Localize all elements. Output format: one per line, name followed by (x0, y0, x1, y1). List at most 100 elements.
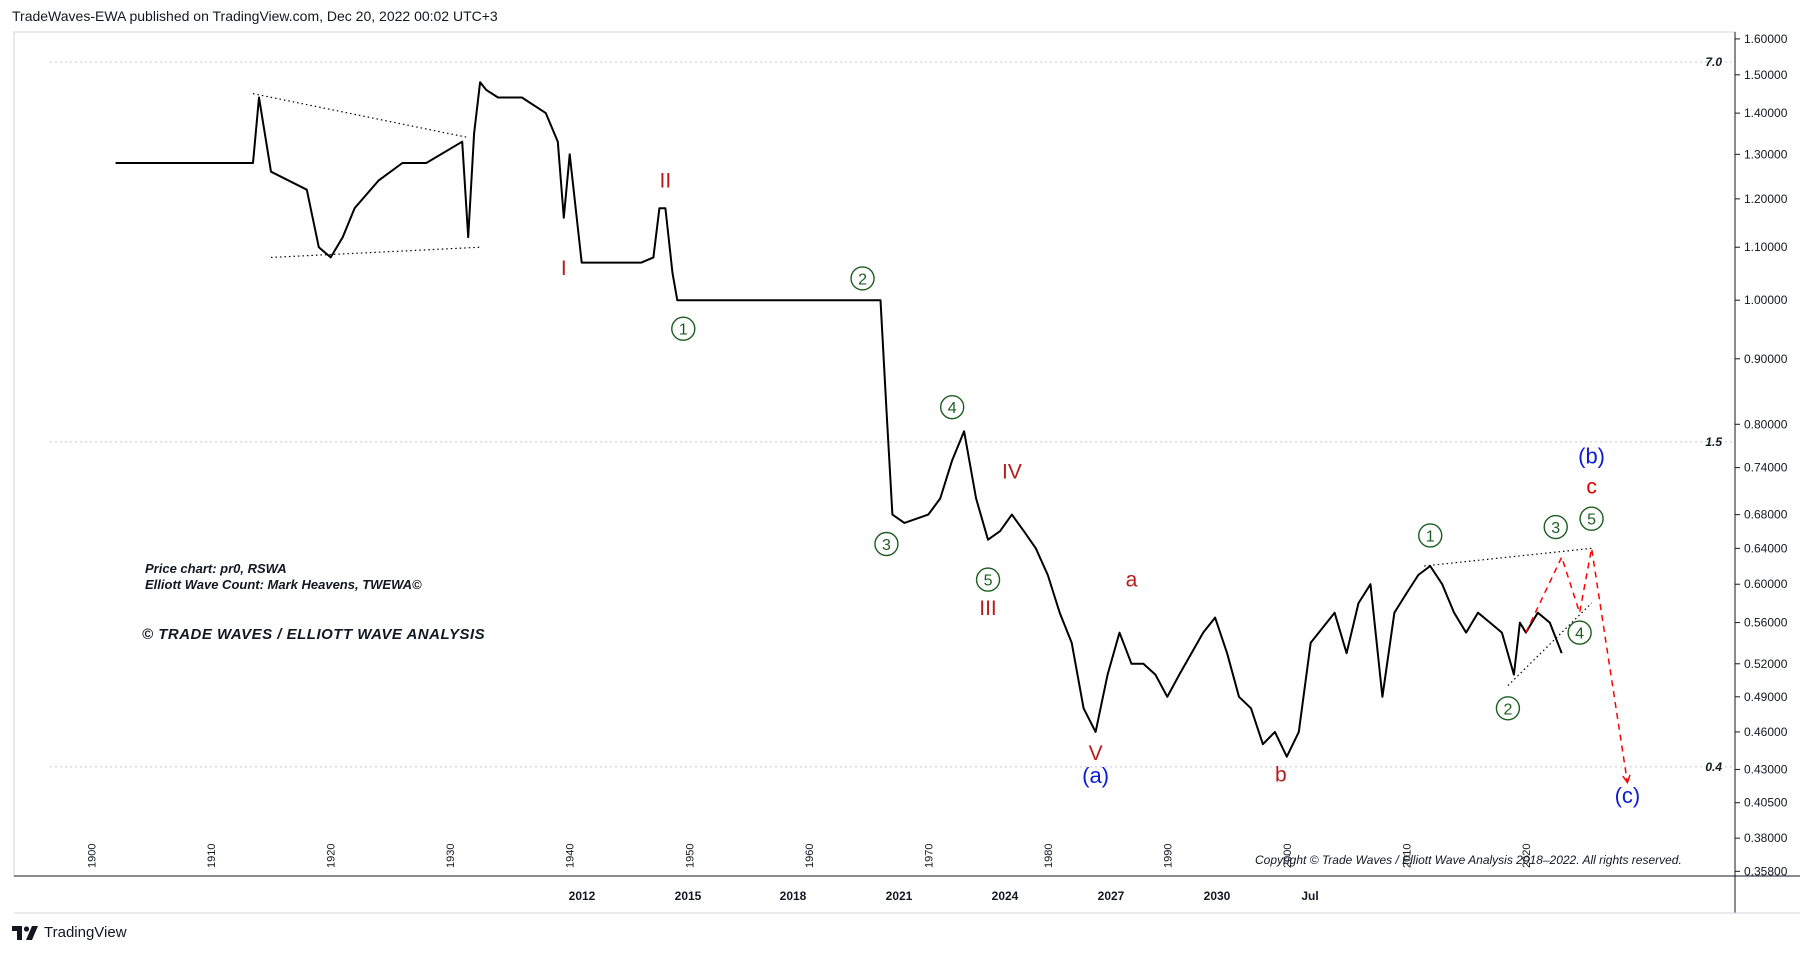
wave-label: 3 (1551, 520, 1560, 537)
time-tick-label: 2027 (1098, 889, 1125, 903)
wave-circle (1418, 523, 1443, 548)
wave-label: I (561, 257, 567, 280)
time-tick-label: 2021 (886, 889, 913, 903)
price-tick-label: 1.50000 (1744, 68, 1788, 82)
wave-label: (c) (1615, 783, 1641, 808)
decade-tick-label: 2000 (1282, 844, 1294, 868)
projection-line (1525, 548, 1629, 783)
plot-border (13, 31, 1736, 877)
brand-note: © TRADE WAVES / ELLIOTT WAVE ANALYSIS (142, 626, 485, 643)
overlay-scale-label: 7.0 (1705, 55, 1722, 69)
wave-label: 2 (858, 271, 867, 288)
overlay-scale-label: 1.5 (1705, 435, 1722, 449)
published-header: TradeWaves-EWA published on TradingView.… (12, 8, 498, 24)
chart-notes: Price chart: pr0, RSWA Elliott Wave Coun… (142, 561, 1682, 867)
decade-tick-label: 1930 (445, 844, 457, 868)
wave-label: c (1586, 476, 1597, 499)
price-line (115, 81, 1563, 758)
decade-tick-label: 1990 (1162, 844, 1174, 868)
wave-label: 5 (1587, 512, 1596, 529)
wave-circle (1543, 514, 1568, 540)
price-tick-label: 1.20000 (1744, 192, 1788, 206)
price-tick-label: 0.56000 (1744, 616, 1788, 630)
wave-circle (850, 266, 875, 291)
wave-label: 3 (882, 537, 891, 554)
decade-tick-label: 2020 (1521, 844, 1533, 868)
wave-label: 5 (984, 573, 993, 590)
price-tick-label: 0.68000 (1744, 508, 1788, 522)
price-tick-label: 0.74000 (1744, 461, 1788, 475)
price-series (115, 81, 1563, 758)
chart-grid (50, 61, 1733, 768)
price-chart-note: Price chart: pr0, RSWA (145, 561, 287, 576)
wave-count-note: Elliott Wave Count: Mark Heavens, TWEWA© (145, 577, 422, 592)
wave-label: II (660, 170, 672, 193)
tradingview-logo-icon (12, 925, 38, 940)
decade-tick-label: 2010 (1401, 844, 1413, 868)
price-tick-label: 0.90000 (1744, 352, 1788, 366)
trendline (1507, 602, 1593, 687)
time-tick-label: 2030 (1204, 889, 1231, 903)
time-tick-label: Jul (1301, 889, 1318, 903)
price-tick-label: 0.46000 (1744, 725, 1788, 739)
wave-label: (b) (1578, 443, 1605, 468)
overlay-scale-labels: 7.0 1.5 0.4 (1705, 55, 1722, 774)
wave-label: 1 (1426, 528, 1435, 545)
price-tick-label: 1.40000 (1744, 106, 1788, 120)
wave-label: III (979, 597, 997, 620)
trendline (270, 246, 481, 259)
decade-tick-label: 1980 (1043, 844, 1055, 868)
price-tick-label: 1.10000 (1744, 240, 1788, 254)
tradingview-wordmark: TradingView (44, 924, 127, 941)
price-tick-label: 1.00000 (1744, 293, 1788, 307)
price-tick-label: 1.60000 (1744, 32, 1788, 46)
wave-circle (975, 567, 1001, 592)
projection-arrowhead (1622, 774, 1631, 785)
decade-tick-label: 1970 (923, 844, 935, 868)
price-tick-label: 1.30000 (1744, 147, 1788, 161)
price-tick-label: 0.40500 (1744, 796, 1788, 810)
wave-circle (671, 316, 696, 341)
decade-tick-label: 1960 (804, 844, 816, 868)
price-tick-label: 0.38000 (1744, 831, 1788, 845)
trendline (1424, 547, 1592, 567)
price-tick-label: 0.52000 (1744, 657, 1788, 671)
decade-tick-label: 1910 (206, 844, 218, 868)
wave-label: a (1126, 569, 1138, 592)
wave-label: V (1089, 742, 1103, 765)
wave-circle (1579, 506, 1604, 531)
price-tick-label: 0.60000 (1744, 577, 1788, 591)
projection-path (1525, 548, 1631, 785)
price-tick-label: 0.35800 (1744, 864, 1788, 878)
overlay-scale-label: 0.4 (1705, 760, 1722, 774)
price-axis[interactable]: 1.60000 1.50000 1.40000 1.30000 1.20000 1.100… (1735, 32, 1788, 878)
decade-tick-label: 1940 (565, 844, 577, 868)
time-axis[interactable]: 2012 2015 2018 2021 2024 2027 2030 Jul (569, 889, 1319, 903)
decade-tick-label: 1900 (87, 844, 99, 868)
wave-label: (a) (1082, 763, 1109, 788)
trendlines (252, 93, 1593, 687)
chart-frame (13, 31, 1800, 914)
wave-circle (939, 394, 965, 420)
time-tick-label: 2015 (675, 889, 702, 903)
wave-label: IV (1002, 460, 1022, 483)
price-tick-label: 0.43000 (1744, 762, 1788, 776)
wave-circle (1567, 620, 1592, 645)
time-tick-label: 2018 (780, 889, 807, 903)
time-tick-label: 2024 (992, 889, 1019, 903)
wave-label: b (1275, 764, 1287, 787)
decade-axis-labels: 1900 1910 1920 1930 1940 1950 1960 1970 1980 1990… (87, 844, 1533, 868)
decade-tick-label: 1950 (684, 844, 696, 868)
wave-label: 4 (948, 400, 957, 417)
wave-label: 4 (1575, 626, 1584, 643)
wave-circle (1495, 696, 1521, 721)
tradingview-brand[interactable]: TradingView (12, 924, 127, 941)
price-tick-label: 0.80000 (1744, 417, 1788, 431)
wave-label: 2 (1503, 701, 1512, 718)
time-tick-label: 2012 (569, 889, 596, 903)
decade-tick-label: 1920 (326, 844, 338, 868)
wave-label: 1 (679, 322, 688, 339)
trendline (252, 93, 469, 139)
